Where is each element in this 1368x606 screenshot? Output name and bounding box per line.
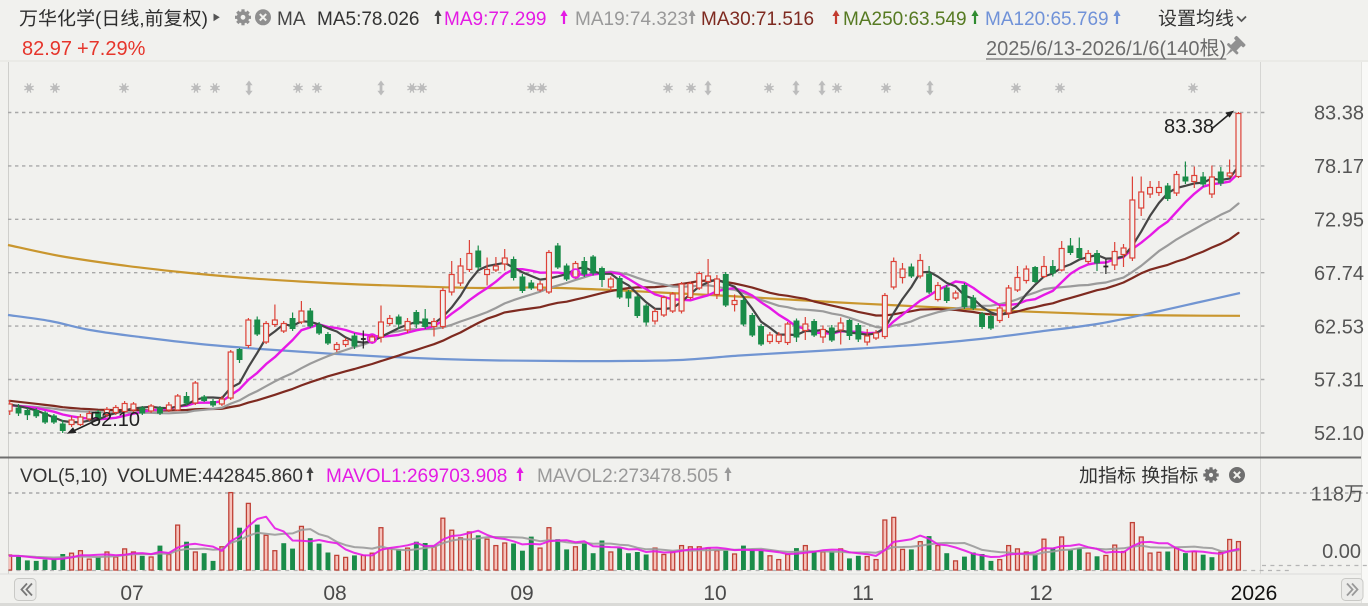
svg-text:52.10: 52.10 <box>90 409 140 431</box>
svg-text:08: 08 <box>323 582 346 605</box>
svg-text:MA120:65.769: MA120:65.769 <box>985 9 1109 30</box>
svg-text:MA250:63.549: MA250:63.549 <box>843 9 967 30</box>
svg-text:67.74: 67.74 <box>1314 263 1364 285</box>
svg-text:57.31: 57.31 <box>1314 370 1364 392</box>
svg-text:62.53: 62.53 <box>1314 316 1364 338</box>
svg-text:MA19:74.323: MA19:74.323 <box>575 9 688 30</box>
svg-text:MAVOL1:269703.908: MAVOL1:269703.908 <box>326 466 507 487</box>
svg-text:52.10: 52.10 <box>1314 423 1364 445</box>
svg-text:VOL(5,10): VOL(5,10) <box>20 466 108 487</box>
svg-text:MAVOL2:273478.505: MAVOL2:273478.505 <box>537 466 718 487</box>
svg-text:83.38: 83.38 <box>1314 103 1364 125</box>
svg-text:MA5:78.026: MA5:78.026 <box>317 9 419 30</box>
svg-text:MA: MA <box>277 9 306 30</box>
svg-text:MA9:77.299: MA9:77.299 <box>444 9 546 30</box>
svg-text:0.00: 0.00 <box>1322 541 1361 563</box>
svg-text:83.38: 83.38 <box>1164 116 1214 138</box>
svg-text:10: 10 <box>703 582 726 605</box>
svg-text:82.97: 82.97 <box>22 38 72 60</box>
svg-text:MA30:71.516: MA30:71.516 <box>701 9 814 30</box>
svg-text:78.17: 78.17 <box>1314 156 1364 178</box>
svg-text:09: 09 <box>510 582 533 605</box>
svg-text:2026: 2026 <box>1231 582 1278 605</box>
svg-text:11: 11 <box>852 582 874 605</box>
svg-text:12: 12 <box>1029 582 1052 605</box>
svg-text:VOLUME:442845.860: VOLUME:442845.860 <box>117 466 303 487</box>
svg-text:72.95: 72.95 <box>1314 210 1364 232</box>
svg-text:+7.29%: +7.29% <box>77 38 146 60</box>
svg-text:07: 07 <box>120 582 143 605</box>
